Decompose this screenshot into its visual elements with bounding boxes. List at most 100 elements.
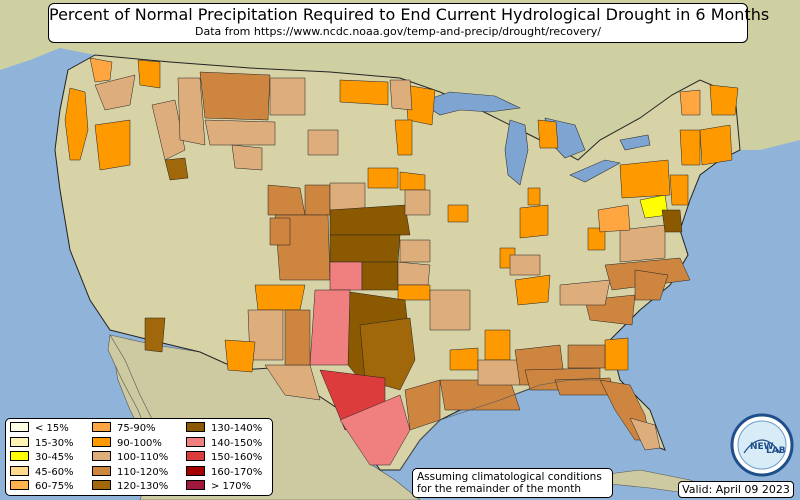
legend-swatch: [186, 465, 205, 476]
region-ne-states: [699, 124, 733, 166]
region-ia-east: [399, 171, 426, 191]
region-md-south: [661, 209, 683, 233]
region-ks-east: [399, 239, 431, 263]
legend-label: 60-75%: [35, 481, 74, 492]
assumption-note-line2: for the remainder of the month: [417, 483, 582, 495]
drought-regions: [64, 57, 739, 466]
region-ia-se: [447, 204, 469, 223]
legend-swatch: [186, 422, 205, 432]
lake-michigan: [504, 119, 529, 186]
region-in-north: [527, 187, 541, 206]
region-la-north: [449, 347, 479, 371]
region-mi: [537, 119, 559, 149]
legend-swatch: [92, 436, 111, 447]
region-nc-west: [559, 279, 611, 306]
legend-swatch: [92, 422, 111, 432]
region-ms-south: [477, 359, 521, 386]
legend-item: 75-90%: [92, 422, 156, 435]
legend-item: 100-110%: [92, 451, 168, 464]
legend-label: 100-110%: [117, 452, 169, 463]
legend-label: 130-140%: [211, 423, 263, 434]
legend-label: > 170%: [211, 481, 252, 492]
region-ks-west: [329, 234, 401, 263]
legend-label: 120-130%: [117, 481, 169, 492]
region-ky: [509, 254, 541, 276]
logo-text-right: LAB: [766, 446, 786, 456]
region-ok-se: [397, 284, 431, 301]
region-sd: [307, 129, 339, 156]
legend-label: 140-150%: [211, 437, 263, 449]
legend-label: 30-45%: [35, 452, 74, 463]
legend-item: 150-160%: [186, 451, 262, 464]
newlab-logo-icon: NEW LAB: [730, 413, 794, 477]
legend-swatch: [10, 451, 29, 461]
region-wi: [394, 119, 413, 156]
legend: < 15% 15-30% 30-45% 45-60% 60-75% 75-90% 90-10…: [5, 418, 273, 496]
legend-item: 30-45%: [10, 451, 74, 464]
logo-text-left: NEW: [750, 442, 774, 452]
legend-item: 15-30%: [10, 436, 74, 450]
region-wa-north: [89, 57, 113, 83]
region-mn-north: [339, 79, 389, 106]
region-az-east: [224, 339, 256, 373]
region-ga-coast: [604, 337, 629, 371]
region-ga-central: [567, 344, 606, 369]
region-nj: [669, 174, 689, 206]
region-ne-east: [329, 204, 411, 236]
legend-swatch: [92, 465, 111, 476]
legend-label: 160-170%: [211, 466, 263, 478]
region-mn-ne: [389, 79, 413, 111]
legend-item: < 15%: [10, 422, 69, 435]
legend-label: 90-100%: [117, 437, 162, 449]
region-az-se: [144, 317, 166, 353]
region-mt-east: [199, 71, 271, 121]
region-in: [519, 204, 549, 239]
gulf-coast-line: [399, 379, 600, 471]
legend-swatch: [10, 465, 29, 476]
region-ok-east: [397, 261, 431, 286]
lake-ontario: [619, 134, 651, 151]
region-ms: [484, 329, 511, 361]
legend-label: 45-60%: [35, 466, 74, 478]
legend-item: 120-130%: [92, 480, 168, 493]
region-ny-east: [679, 129, 701, 166]
region-ne-west: [304, 184, 331, 216]
region-or-central: [94, 119, 131, 171]
legend-swatch: [92, 480, 111, 490]
legend-item: 130-140%: [186, 422, 262, 435]
region-fl-south: [629, 417, 661, 451]
region-sc-coast: [634, 269, 669, 301]
legend-swatch: [10, 480, 29, 490]
region-nm-north: [254, 284, 306, 311]
region-tx-south: [339, 394, 411, 466]
legend-item: 45-60%: [10, 465, 74, 479]
region-ok-west: [329, 261, 363, 291]
region-tx-east: [359, 317, 416, 391]
lake-superior: [419, 91, 522, 116]
legend-swatch: [10, 422, 29, 432]
region-id-north: [137, 59, 161, 89]
region-va-west: [587, 227, 606, 251]
page-subtitle: Data from https://www.ncdc.noaa.gov/temp…: [195, 25, 601, 38]
region-wy-north: [231, 144, 263, 171]
region-nm-east: [284, 309, 311, 366]
legend-item: 110-120%: [92, 465, 168, 479]
region-ia: [367, 167, 399, 189]
legend-swatch: [10, 436, 29, 447]
legend-label: 150-160%: [211, 452, 263, 463]
region-va: [619, 224, 666, 263]
title-box: Percent of Normal Precipitation Required…: [48, 3, 769, 43]
legend-label: 75-90%: [117, 423, 156, 434]
region-ar: [429, 289, 471, 331]
region-id-south: [164, 157, 189, 181]
region-co: [267, 184, 306, 216]
region-tx-west: [309, 289, 351, 366]
region-ks-ne: [404, 189, 431, 216]
legend-swatch: [186, 480, 205, 490]
region-pa: [619, 159, 671, 199]
valid-date-label: Valid: April 09 2023: [678, 481, 794, 498]
legend-item: 140-150%: [186, 436, 263, 450]
legend-label: < 15%: [35, 423, 69, 434]
